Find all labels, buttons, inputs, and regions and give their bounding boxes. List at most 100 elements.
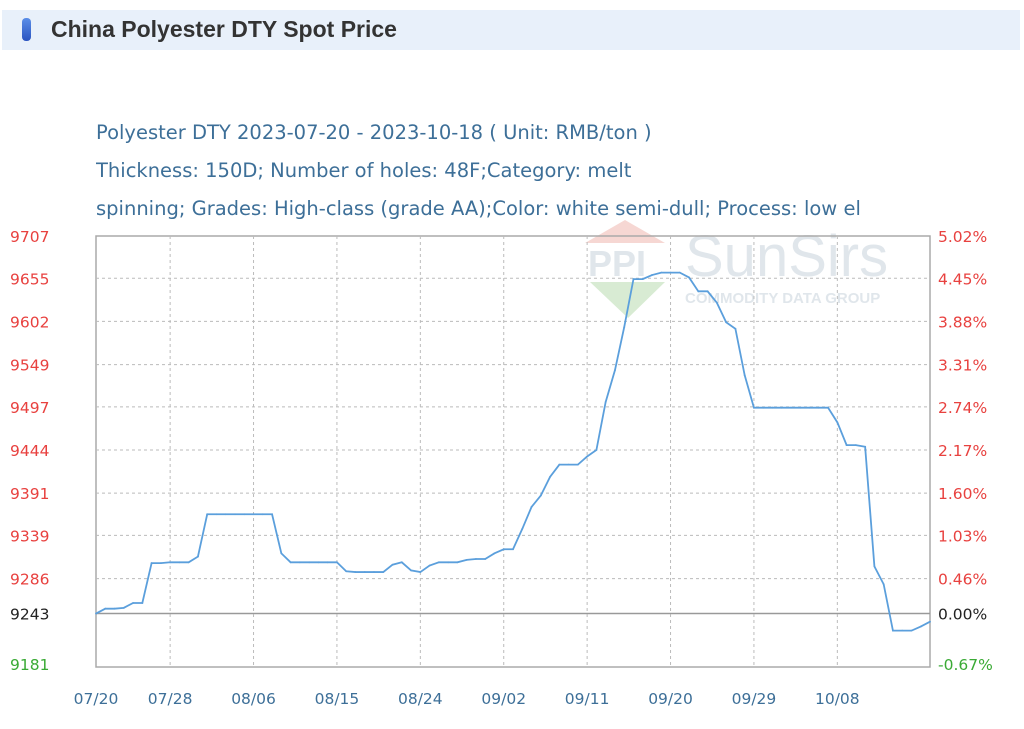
data-point	[715, 301, 718, 304]
data-point	[614, 369, 616, 372]
data-point	[298, 561, 301, 564]
data-point	[437, 561, 440, 564]
data-point	[373, 571, 375, 573]
data-point	[734, 327, 737, 330]
data-point	[141, 602, 144, 604]
data-point	[669, 271, 672, 274]
y-tick-left: 9549	[10, 357, 49, 375]
y-tick-right: 3.88%	[938, 313, 987, 331]
data-point	[892, 629, 894, 632]
watermark-tagline: COMMODITY DATA GROUP	[685, 290, 880, 307]
data-point	[197, 555, 199, 558]
y-tick-right: 3.31%	[938, 357, 987, 375]
data-point	[706, 290, 709, 293]
chart-subtitle-line1: Polyester DTY 2023-07-20 - 2023-10-18 ( …	[96, 121, 652, 144]
data-point	[113, 607, 116, 610]
data-point	[697, 290, 700, 293]
data-point	[836, 421, 839, 424]
data-point	[261, 513, 264, 516]
data-point	[215, 513, 218, 516]
data-point	[882, 583, 885, 586]
data-point	[326, 561, 329, 564]
data-point	[243, 513, 246, 516]
data-point	[817, 406, 820, 409]
x-tick-label: 07/20	[74, 690, 119, 708]
data-point	[827, 406, 829, 409]
page-title: China Polyester DTY Spot Price	[51, 16, 397, 42]
data-point	[475, 558, 477, 560]
data-point	[864, 445, 867, 448]
y-tick-right: 0.46%	[938, 571, 987, 589]
y-tick-right: 1.60%	[938, 485, 987, 503]
y-tick-right: 5.02%	[938, 228, 987, 246]
x-tick-label: 08/24	[398, 690, 443, 708]
y-tick-left: 9243	[10, 606, 49, 624]
data-point	[132, 602, 134, 604]
data-point	[632, 278, 635, 281]
x-tick-label: 09/29	[732, 690, 777, 708]
y-tick-left: 9286	[10, 571, 49, 589]
data-point	[280, 552, 283, 555]
data-point	[484, 558, 487, 560]
x-tick-label: 10/08	[815, 690, 860, 708]
data-point	[465, 558, 468, 561]
data-point	[428, 564, 431, 567]
y-tick-left: 9497	[10, 399, 49, 417]
data-point	[122, 606, 125, 609]
data-point	[308, 561, 311, 564]
data-point	[790, 406, 792, 409]
data-point	[595, 449, 598, 451]
data-point	[271, 513, 273, 516]
data-point	[363, 571, 366, 573]
data-point	[753, 406, 755, 409]
data-point	[234, 513, 236, 516]
y-tick-left: 9181	[10, 656, 49, 674]
y-tick-right: 2.74%	[938, 399, 987, 417]
data-point	[391, 563, 394, 566]
data-point	[623, 326, 626, 329]
data-point	[410, 569, 412, 572]
x-tick-label: 08/15	[315, 690, 360, 708]
data-point	[456, 561, 459, 564]
data-point	[799, 406, 802, 409]
data-point	[854, 444, 857, 447]
data-point	[224, 513, 227, 516]
data-point	[206, 513, 209, 516]
data-point	[493, 552, 496, 555]
data-point	[873, 565, 876, 568]
data-point	[901, 629, 904, 632]
watermark-brand: SunSirs	[685, 224, 888, 289]
plot-frame	[95, 235, 931, 668]
y-tick-right: 1.03%	[938, 527, 987, 545]
data-point	[95, 612, 97, 615]
x-tick-label: 08/06	[231, 690, 276, 708]
data-point	[919, 625, 922, 628]
data-point	[104, 607, 107, 610]
data-point	[502, 548, 505, 551]
data-point	[169, 561, 172, 564]
data-point	[400, 561, 403, 564]
x-tick-label: 09/20	[648, 690, 693, 708]
y-tick-left: 9602	[10, 313, 49, 331]
data-point	[549, 475, 551, 478]
data-point	[910, 629, 913, 632]
data-point	[725, 321, 728, 324]
data-point	[382, 571, 385, 573]
y-tick-left: 9444	[10, 442, 49, 460]
x-tick-label: 09/02	[481, 690, 526, 708]
data-point	[808, 406, 811, 409]
data-point	[780, 406, 783, 409]
watermark-ppi: PPI	[588, 243, 646, 284]
data-point	[252, 513, 255, 516]
y-tick-right: 0.00%	[938, 606, 987, 624]
y-tick-left: 9391	[10, 485, 49, 503]
y-tick-right: -0.67%	[938, 656, 993, 674]
data-point	[521, 528, 524, 530]
data-point	[567, 463, 570, 466]
data-point	[660, 271, 663, 274]
data-point	[159, 562, 162, 565]
blue-pill-icon	[22, 18, 31, 41]
data-point	[530, 506, 533, 508]
data-point	[178, 561, 181, 564]
